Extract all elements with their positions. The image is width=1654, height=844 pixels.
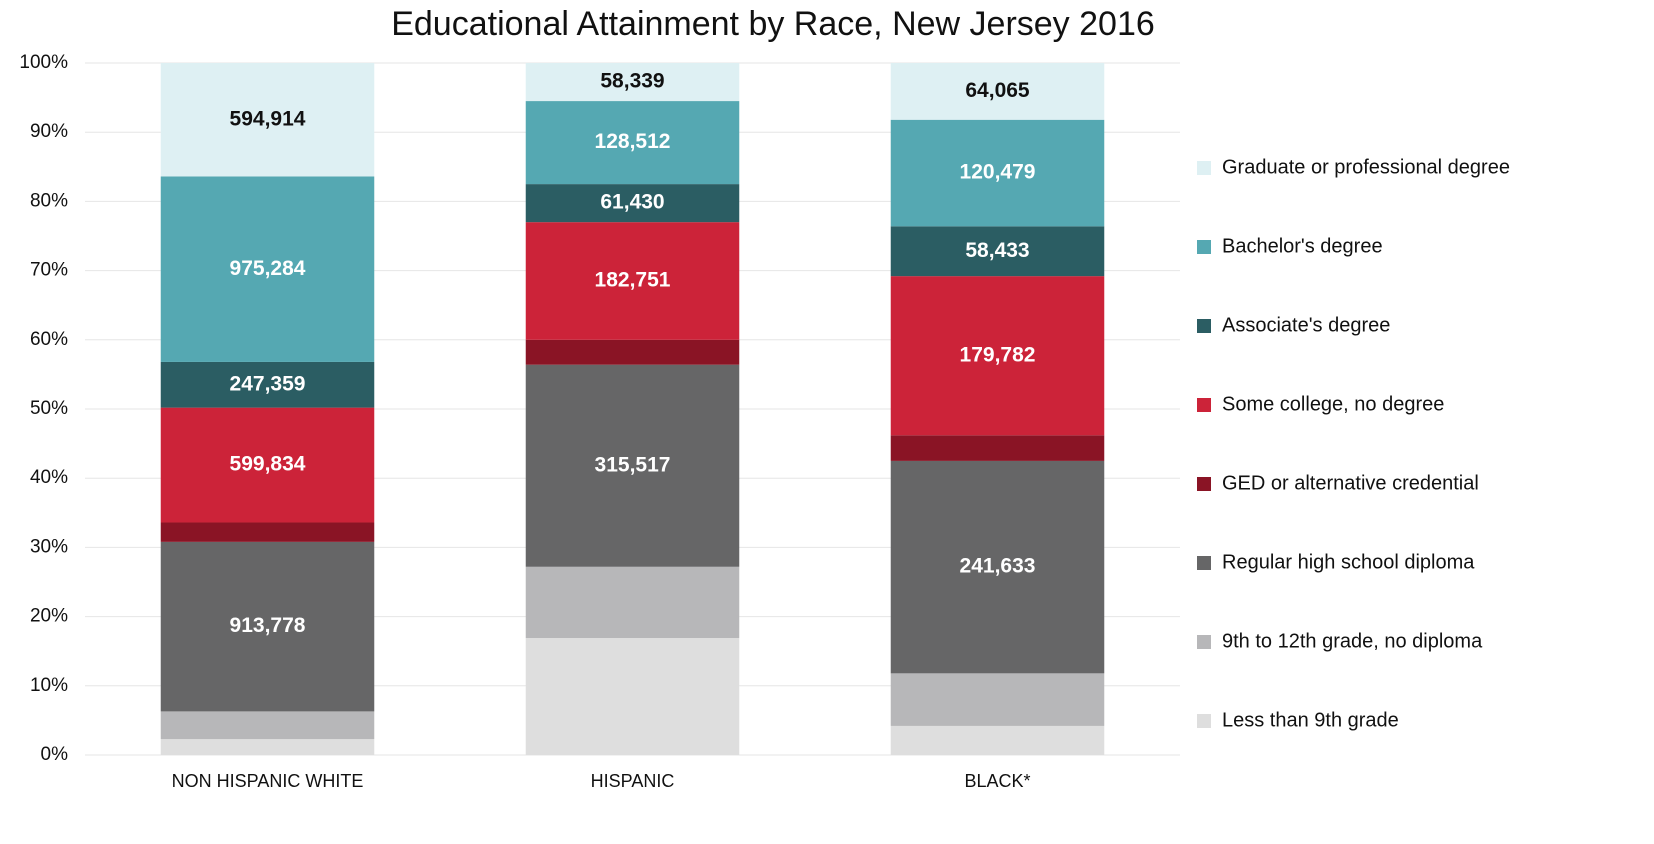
bar-segment [160, 361, 375, 408]
bar-segment [890, 119, 1105, 227]
bar-segment [160, 176, 375, 362]
bar-segment [525, 364, 740, 567]
data-label: 241,633 [960, 555, 1036, 578]
y-tick-label: 70% [30, 260, 68, 281]
bar-segment [890, 63, 1105, 120]
bar-segment [525, 638, 740, 755]
bar-segment [160, 522, 375, 542]
legend-label: Associate's degree [1222, 314, 1390, 336]
y-tick-label: 100% [19, 52, 68, 73]
data-label: 64,065 [965, 79, 1030, 102]
data-label: 61,430 [600, 191, 664, 214]
legend-label: GED or alternative credential [1222, 472, 1479, 494]
bar-segment [160, 711, 375, 740]
bar-segment [890, 725, 1105, 755]
bar-segment [525, 222, 740, 340]
y-tick-label: 20% [30, 606, 68, 627]
bar-segment [525, 566, 740, 639]
legend-swatch [1197, 398, 1211, 412]
y-tick-label: 0% [41, 744, 69, 765]
bar-segment [525, 339, 740, 365]
bar-segment [160, 63, 375, 177]
data-label: 58,433 [965, 239, 1029, 262]
x-tick-label: HISPANIC [591, 771, 675, 791]
legend-label: Regular high school diploma [1222, 551, 1475, 573]
data-label: 182,751 [595, 269, 671, 292]
legend-label: Graduate or professional degree [1222, 156, 1510, 178]
y-tick-label: 50% [30, 398, 68, 419]
bar-segment [160, 541, 375, 712]
legend-label: Bachelor's degree [1222, 235, 1383, 257]
y-tick-label: 80% [30, 190, 68, 211]
data-label: 599,834 [230, 453, 306, 476]
legend-swatch [1197, 635, 1211, 649]
legend-swatch [1197, 319, 1211, 333]
bar-segment [890, 435, 1105, 461]
bar-segment [890, 226, 1105, 277]
legend-swatch [1197, 240, 1211, 254]
bar-segment [890, 460, 1105, 674]
bar-segment [525, 63, 740, 102]
y-tick-label: 40% [30, 467, 68, 488]
data-label: 128,512 [595, 130, 671, 153]
bar-segment [525, 184, 740, 223]
bar-segment [160, 739, 375, 755]
bar-segment [160, 407, 375, 523]
bar-segment [525, 101, 740, 185]
chart-title: Educational Attainment by Race, New Jers… [391, 5, 1155, 43]
legend-swatch [1197, 477, 1211, 491]
data-label: 120,479 [960, 161, 1036, 184]
y-tick-label: 90% [30, 121, 68, 142]
bar-segment [890, 673, 1105, 726]
data-label: 594,914 [230, 107, 306, 130]
data-label: 975,284 [230, 257, 306, 280]
y-tick-label: 10% [30, 675, 68, 696]
legend-swatch [1197, 556, 1211, 570]
x-tick-label: NON HISPANIC WHITE [172, 771, 364, 791]
legend-label: Some college, no degree [1222, 393, 1444, 415]
bar-segment [890, 276, 1105, 436]
data-label: 247,359 [230, 372, 306, 395]
data-label: 913,778 [230, 614, 306, 637]
data-label: 179,782 [960, 343, 1036, 366]
x-tick-label: BLACK* [964, 771, 1030, 791]
legend-swatch [1197, 161, 1211, 175]
y-tick-label: 30% [30, 536, 68, 557]
y-tick-label: 60% [30, 329, 68, 350]
legend-label: 9th to 12th grade, no diploma [1222, 630, 1483, 652]
legend-swatch [1197, 714, 1211, 728]
data-label: 315,517 [595, 453, 671, 476]
legend-label: Less than 9th grade [1222, 709, 1399, 731]
data-label: 58,339 [600, 70, 664, 93]
